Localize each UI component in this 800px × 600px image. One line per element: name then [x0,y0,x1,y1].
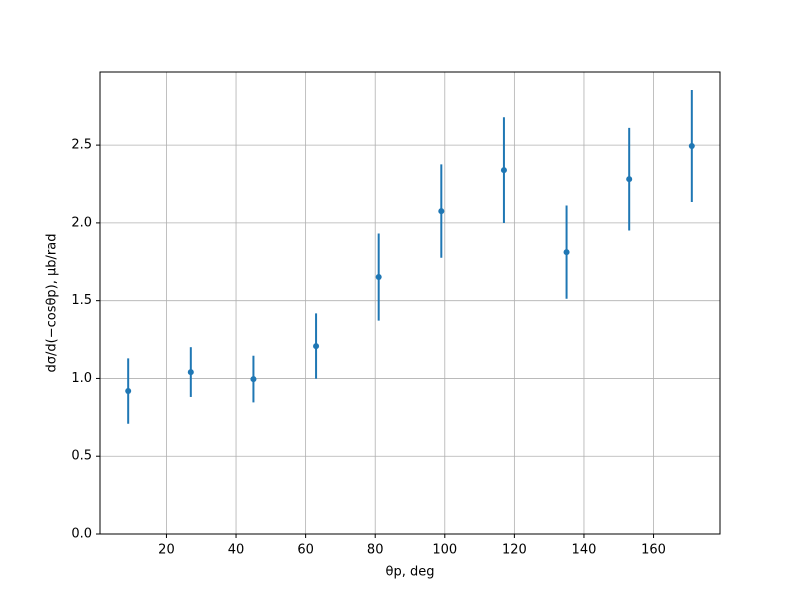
y-tick-label: 1.0 [71,371,92,386]
data-point [187,369,194,376]
x-tick-label: 120 [502,543,527,558]
data-point [626,176,633,183]
data-point [313,343,320,350]
data-point [438,208,445,215]
y-axis-label: dσ/d(−cosθp), μb/rad [45,234,60,373]
x-tick-label: 100 [432,543,457,558]
data-point [500,167,507,174]
x-axis-label: θp, deg [386,565,435,580]
data-point [563,249,570,256]
y-tick-label: 0.5 [71,449,92,464]
data-point [375,274,382,281]
y-tick-label: 1.5 [71,293,92,308]
x-tick-label: 80 [367,543,384,558]
data-point [688,143,695,150]
x-tick-label: 160 [641,543,666,558]
plot-frame [99,71,721,535]
x-tick-label: 60 [297,543,314,558]
y-tick-label: 0.0 [71,527,92,542]
x-tick-label: 20 [158,543,175,558]
x-tick-label: 140 [572,543,597,558]
data-point [250,376,257,383]
data-point [125,388,132,395]
y-tick-label: 2.0 [71,215,92,230]
y-tick-label: 2.5 [71,138,92,153]
x-tick-label: 40 [228,543,245,558]
